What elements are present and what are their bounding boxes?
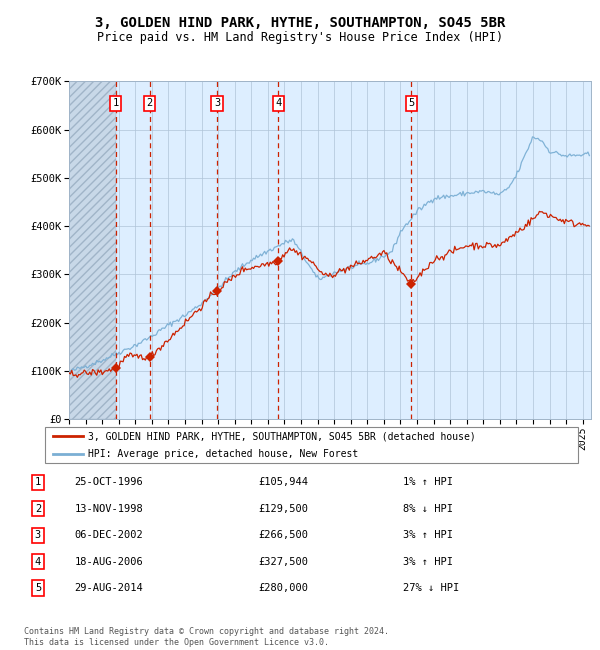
- Text: 29-AUG-2014: 29-AUG-2014: [74, 583, 143, 593]
- Text: £105,944: £105,944: [259, 478, 308, 488]
- Text: HPI: Average price, detached house, New Forest: HPI: Average price, detached house, New …: [88, 449, 358, 459]
- Text: 27% ↓ HPI: 27% ↓ HPI: [403, 583, 460, 593]
- Text: Contains HM Land Registry data © Crown copyright and database right 2024.
This d: Contains HM Land Registry data © Crown c…: [24, 627, 389, 647]
- Text: 13-NOV-1998: 13-NOV-1998: [74, 504, 143, 514]
- Text: 3, GOLDEN HIND PARK, HYTHE, SOUTHAMPTON, SO45 5BR: 3, GOLDEN HIND PARK, HYTHE, SOUTHAMPTON,…: [95, 16, 505, 31]
- Text: £129,500: £129,500: [259, 504, 308, 514]
- Text: 4: 4: [35, 556, 41, 567]
- Text: 3% ↑ HPI: 3% ↑ HPI: [403, 556, 454, 567]
- Text: 25-OCT-1996: 25-OCT-1996: [74, 478, 143, 488]
- Text: 3, GOLDEN HIND PARK, HYTHE, SOUTHAMPTON, SO45 5BR (detached house): 3, GOLDEN HIND PARK, HYTHE, SOUTHAMPTON,…: [88, 432, 476, 441]
- Text: £280,000: £280,000: [259, 583, 308, 593]
- FancyBboxPatch shape: [45, 427, 578, 463]
- Text: 1% ↑ HPI: 1% ↑ HPI: [403, 478, 454, 488]
- Text: 2: 2: [146, 98, 153, 108]
- Text: 4: 4: [275, 98, 281, 108]
- Text: 5: 5: [408, 98, 415, 108]
- Text: 5: 5: [35, 583, 41, 593]
- Text: 18-AUG-2006: 18-AUG-2006: [74, 556, 143, 567]
- Text: 1: 1: [35, 478, 41, 488]
- Text: Price paid vs. HM Land Registry's House Price Index (HPI): Price paid vs. HM Land Registry's House …: [97, 31, 503, 44]
- Text: 3% ↑ HPI: 3% ↑ HPI: [403, 530, 454, 540]
- Text: 3: 3: [214, 98, 220, 108]
- Text: 1: 1: [113, 98, 119, 108]
- Text: 2: 2: [35, 504, 41, 514]
- Text: 3: 3: [35, 530, 41, 540]
- Text: £327,500: £327,500: [259, 556, 308, 567]
- Text: 06-DEC-2002: 06-DEC-2002: [74, 530, 143, 540]
- Text: 8% ↓ HPI: 8% ↓ HPI: [403, 504, 454, 514]
- Text: £266,500: £266,500: [259, 530, 308, 540]
- Bar: [69, 81, 116, 419]
